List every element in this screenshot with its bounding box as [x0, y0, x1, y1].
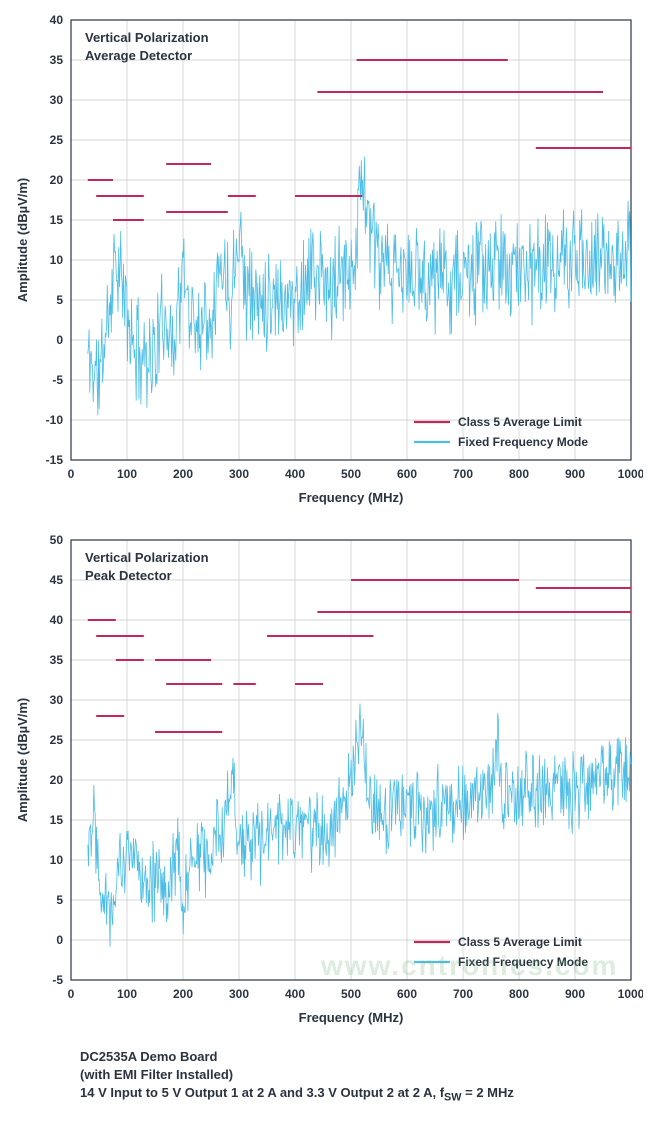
svg-text:500: 500	[341, 467, 361, 481]
ylabel: Amplitude (dBµV/m)	[15, 178, 30, 302]
xlabel: Frequency (MHz)	[299, 490, 404, 505]
svg-text:20: 20	[50, 173, 64, 187]
svg-text:0: 0	[56, 333, 63, 347]
svg-text:25: 25	[50, 133, 64, 147]
svg-text:700: 700	[453, 467, 473, 481]
chart-title-line: Vertical Polarization	[85, 30, 209, 45]
svg-text:-5: -5	[52, 373, 63, 387]
caption-line: (with EMI Filter Installed)	[80, 1066, 662, 1084]
legend-label: Fixed Frequency Mode	[458, 435, 588, 449]
chart-title-line: Average Detector	[85, 48, 192, 63]
chart2-wrap: 0 100 200 300 400 500 600 700 800 900 1000 -5 0 5 10 15…	[11, 530, 651, 1040]
svg-text:10: 10	[50, 853, 64, 867]
legend-label: Class 5 Average Limit	[458, 935, 582, 949]
svg-text:45: 45	[50, 573, 64, 587]
svg-text:40: 40	[50, 613, 64, 627]
svg-text:100: 100	[117, 987, 137, 1001]
svg-text:800: 800	[509, 467, 529, 481]
svg-text:40: 40	[50, 13, 64, 27]
svg-text:200: 200	[173, 467, 193, 481]
svg-text:5: 5	[56, 293, 63, 307]
caption-line: 14 V Input to 5 V Output 1 at 2 A and 3.…	[80, 1084, 662, 1106]
svg-text:15: 15	[50, 813, 64, 827]
caption: DC2535A Demo Board(with EMI Filter Insta…	[80, 1048, 662, 1106]
svg-text:-10: -10	[46, 413, 64, 427]
svg-text:400: 400	[285, 467, 305, 481]
svg-text:0: 0	[68, 467, 75, 481]
svg-text:0: 0	[56, 933, 63, 947]
xlabel: Frequency (MHz)	[299, 1010, 404, 1025]
ytick-labels: -15 -10 -5 0 5 10 15 20 25 30 35 40	[46, 13, 64, 467]
svg-text:900: 900	[565, 467, 585, 481]
ytick-labels: -5 0 5 10 15 20 25 30 35 40 45 50	[50, 533, 64, 987]
svg-text:300: 300	[229, 987, 249, 1001]
watermark-text: www.cntronics.com	[321, 950, 618, 982]
svg-text:100: 100	[117, 467, 137, 481]
svg-text:-15: -15	[46, 453, 64, 467]
svg-text:600: 600	[397, 987, 417, 1001]
xtick-labels: 0 100 200 300 400 500 600 700 800 900 1000	[68, 987, 643, 1001]
chart-title-line: Peak Detector	[85, 568, 172, 583]
svg-text:200: 200	[173, 987, 193, 1001]
svg-text:500: 500	[341, 987, 361, 1001]
svg-text:20: 20	[50, 773, 64, 787]
svg-text:50: 50	[50, 533, 64, 547]
svg-text:-5: -5	[52, 973, 63, 987]
svg-text:15: 15	[50, 213, 64, 227]
caption-line: DC2535A Demo Board	[80, 1048, 662, 1066]
svg-text:35: 35	[50, 653, 64, 667]
svg-text:10: 10	[50, 253, 64, 267]
svg-text:25: 25	[50, 733, 64, 747]
svg-text:300: 300	[229, 467, 249, 481]
chart1-svg: 01002003004005006007008009001000-15-10-5…	[11, 10, 643, 520]
ylabel: Amplitude (dBµV/m)	[15, 698, 30, 822]
svg-text:5: 5	[56, 893, 63, 907]
svg-text:1000: 1000	[618, 987, 643, 1001]
svg-text:0: 0	[68, 987, 75, 1001]
svg-text:35: 35	[50, 53, 64, 67]
svg-text:30: 30	[50, 93, 64, 107]
chart-title-line: Vertical Polarization	[85, 550, 209, 565]
svg-text:900: 900	[565, 987, 585, 1001]
svg-text:400: 400	[285, 987, 305, 1001]
xtick-labels: 0 100 200 300 400 500 600 700 800 900 1000	[68, 467, 643, 481]
svg-text:800: 800	[509, 987, 529, 1001]
chart1-wrap: 01002003004005006007008009001000-15-10-5…	[11, 10, 651, 520]
legend-label: Class 5 Average Limit	[458, 415, 582, 429]
svg-text:600: 600	[397, 467, 417, 481]
svg-text:700: 700	[453, 987, 473, 1001]
svg-text:1000: 1000	[618, 467, 643, 481]
svg-text:30: 30	[50, 693, 64, 707]
